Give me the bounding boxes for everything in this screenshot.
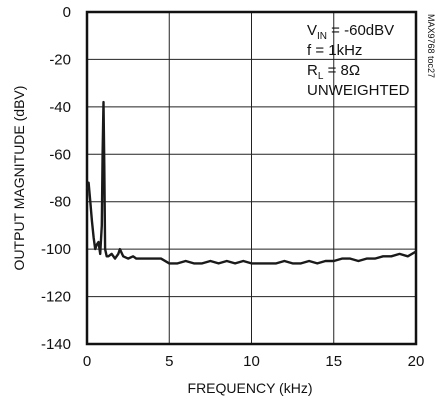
- y-axis-title: OUTPUT MAGNITUDE (dBV): [11, 86, 27, 271]
- annotation-line: RL = 8Ω: [307, 62, 360, 82]
- y-tick-labels: 0 -20 -40 -60 -80 -100 -120 -140: [41, 4, 71, 353]
- x-tick-label: 20: [408, 353, 425, 370]
- x-axis-title: FREQUENCY (kHz): [188, 380, 313, 396]
- x-tick-label: 5: [165, 353, 173, 370]
- y-tick-label: -100: [41, 241, 71, 258]
- x-tick-label: 10: [243, 353, 260, 370]
- series-line: [85, 100, 417, 265]
- y-tick-label: -120: [41, 289, 71, 306]
- y-tick-label: -80: [49, 194, 71, 211]
- annotation-line: f = 1kHz: [307, 42, 362, 59]
- annotation-line: UNWEIGHTED: [307, 82, 410, 99]
- y-tick-label: -40: [49, 99, 71, 116]
- x-tick-labels: 0 5 10 15 20: [83, 353, 425, 370]
- data-layer: [85, 100, 417, 265]
- x-tick-label: 15: [325, 353, 342, 370]
- y-tick-label: -140: [41, 336, 71, 353]
- plot-frame: [85, 10, 418, 346]
- x-tick-label: 0: [83, 353, 91, 370]
- y-tick-label: -20: [49, 51, 71, 68]
- figure-id-note: MAX9768 toc27: [426, 14, 435, 78]
- y-tick-label: -60: [49, 146, 71, 163]
- grid-lines: [86, 11, 417, 345]
- y-tick-label: 0: [63, 4, 71, 21]
- annotation-line: VIN = -60dBV: [307, 22, 394, 42]
